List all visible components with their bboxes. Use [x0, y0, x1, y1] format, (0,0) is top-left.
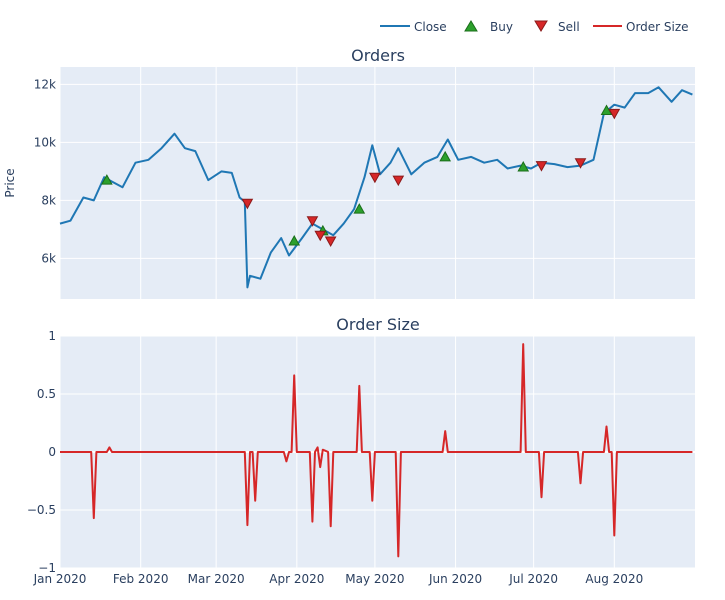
legend-order-size-label: Order Size — [626, 20, 689, 34]
orders-y-tick-label: 10k — [34, 135, 56, 149]
sell-marker — [608, 108, 621, 120]
x-axis-ticks: Jan 2020 Feb 2020 Mar 2020 Apr 2020 May 2020… — [33, 572, 644, 586]
buy-marker — [600, 104, 613, 115]
x-tick-label: Mar 2020 — [188, 572, 245, 586]
buy-marker — [517, 161, 530, 172]
orders-y-tick-label: 8k — [41, 193, 56, 207]
sell-marker — [369, 172, 381, 184]
legend: Close Buy Sell Order Size — [380, 20, 689, 34]
legend-sell-label: Sell — [558, 20, 580, 34]
order-size-y-tick-label: −1 — [38, 561, 56, 575]
orders-y-axis-title: Price — [3, 168, 17, 197]
legend-close-label: Close — [414, 20, 447, 34]
legend-buy-marker — [464, 20, 478, 32]
buy-marker — [439, 150, 452, 162]
x-tick-label: Jul 2020 — [508, 572, 558, 586]
sell-marker — [241, 198, 254, 210]
x-tick-label: Apr 2020 — [269, 572, 324, 586]
buy-marker — [353, 203, 366, 214]
sell-marker — [392, 175, 405, 187]
legend-buy-label: Buy — [490, 20, 513, 34]
x-tick-label: Jan 2020 — [33, 572, 87, 586]
sell-marker — [306, 216, 319, 227]
orders-plot-area — [60, 67, 695, 299]
x-tick-label: May 2020 — [345, 572, 404, 586]
x-tick-label: Jun 2020 — [428, 572, 482, 586]
order-size-y-tick-label: 0.5 — [37, 387, 56, 401]
orders-gridlines — [59, 67, 695, 299]
buy-marker — [100, 174, 113, 185]
orders-series — [59, 86, 693, 289]
order-size-title: Order Size — [336, 315, 419, 334]
order-size-series — [60, 343, 693, 558]
orders-y-axis-ticks: 6k 8k 10k 12k — [34, 77, 56, 265]
orders-y-tick-label: 6k — [41, 251, 56, 265]
sell-marker — [314, 230, 327, 242]
order-size-panel: Order Size 1 0.5 0 −0.5 −1 Jan 2020 Feb 2020 M… — [27, 315, 695, 586]
order-size-y-tick-label: −0.5 — [27, 503, 56, 517]
buy-marker — [288, 234, 301, 246]
order-size-y-axis-ticks: 1 0.5 0 −0.5 −1 — [27, 329, 56, 575]
orders-y-tick-label: 12k — [34, 77, 56, 91]
sell-marker — [535, 161, 548, 172]
orders-panel: Orders 6k 8k 10k 12k Price — [3, 46, 695, 299]
x-tick-label: Feb 2020 — [113, 572, 169, 586]
order-size-line — [60, 343, 693, 558]
sell-marker — [574, 158, 587, 169]
x-tick-label: Aug 2020 — [585, 572, 643, 586]
legend-sell-marker — [534, 20, 548, 32]
orders-title: Orders — [351, 46, 405, 65]
order-size-y-tick-label: 0 — [48, 445, 56, 459]
sell-marker — [324, 236, 337, 248]
order-size-y-tick-label: 1 — [48, 329, 56, 343]
